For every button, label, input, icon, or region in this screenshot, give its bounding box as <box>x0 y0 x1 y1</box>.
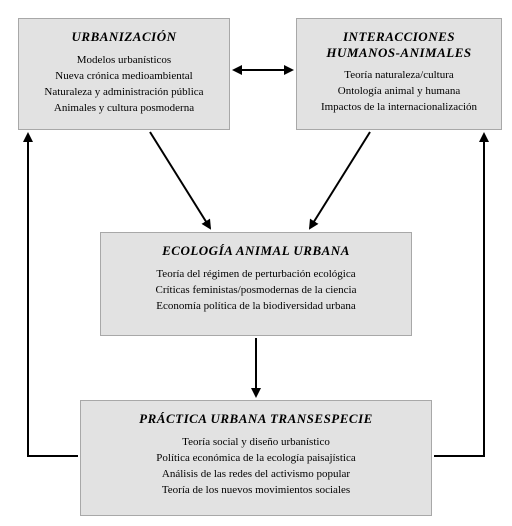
node-interacciones-item: Impactos de la internacionalización <box>305 100 493 116</box>
node-urbanizacion-title: URBANIZACIÓN <box>27 29 221 45</box>
edge-int-eco <box>310 132 370 228</box>
edge-left-feedback <box>28 134 78 456</box>
node-interacciones-item: Ontología animal y humana <box>305 84 493 100</box>
node-ecologia-item: Economía política de la biodiversidad ur… <box>109 299 403 315</box>
node-interacciones-title-text: INTERACCIONES HUMANOS-ANIMALES <box>326 29 471 60</box>
node-urbanizacion-item: Animales y cultura posmoderna <box>27 101 221 117</box>
edge-right-feedback <box>434 134 484 456</box>
node-ecologia-item: Críticas feministas/posmodernas de la ci… <box>109 283 403 299</box>
edge-urb-eco <box>150 132 210 228</box>
node-practica-item: Teoría de los nuevos movimientos sociale… <box>89 483 423 499</box>
node-urbanizacion-item: Modelos urbanísticos <box>27 53 221 69</box>
node-practica: PRÁCTICA URBANA TRANSESPECIE Teoría soci… <box>80 400 432 516</box>
node-practica-item: Teoría social y diseño urbanístico <box>89 435 423 451</box>
node-interacciones-item: Teoría naturaleza/cultura <box>305 68 493 84</box>
node-interacciones-title: INTERACCIONES HUMANOS-ANIMALES <box>305 29 493 60</box>
node-urbanizacion-item: Naturaleza y administración pública <box>27 85 221 101</box>
node-urbanizacion: URBANIZACIÓN Modelos urbanísticos Nueva … <box>18 18 230 130</box>
node-interacciones: INTERACCIONES HUMANOS-ANIMALES Teoría na… <box>296 18 502 130</box>
node-ecologia: ECOLOGÍA ANIMAL URBANA Teoría del régime… <box>100 232 412 336</box>
node-ecologia-title: ECOLOGÍA ANIMAL URBANA <box>109 243 403 259</box>
node-practica-title: PRÁCTICA URBANA TRANSESPECIE <box>89 411 423 427</box>
node-ecologia-item: Teoría del régimen de perturbación ecoló… <box>109 267 403 283</box>
node-practica-item: Política económica de la ecología paisaj… <box>89 451 423 467</box>
node-urbanizacion-item: Nueva crónica medioambiental <box>27 69 221 85</box>
node-practica-item: Análisis de las redes del activismo popu… <box>89 467 423 483</box>
